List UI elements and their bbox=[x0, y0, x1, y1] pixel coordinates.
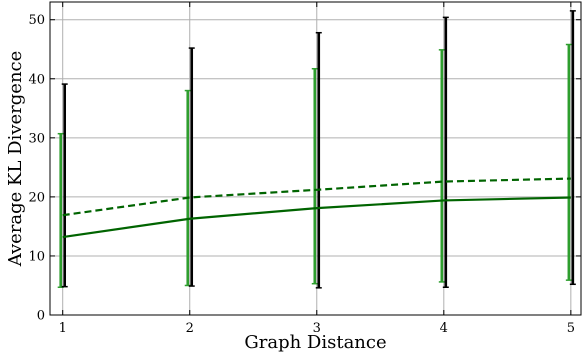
x-tick-label: 3 bbox=[313, 321, 321, 336]
y-tick-label: 40 bbox=[28, 72, 45, 87]
y-axis-title: Average KL Divergence bbox=[5, 51, 26, 268]
series-line-solid bbox=[62, 196, 571, 239]
x-tick-label: 2 bbox=[186, 321, 194, 336]
x-tick-label: 1 bbox=[59, 321, 67, 336]
y-tick-label: 30 bbox=[28, 131, 45, 146]
x-tick-label: 4 bbox=[440, 321, 448, 336]
tick-layer: 0 10 20 30 40 50 1 2 3 4 5 bbox=[28, 2, 581, 336]
errorbar-layer bbox=[57, 10, 576, 289]
series-line-dashed bbox=[62, 177, 571, 217]
y-tick-label: 20 bbox=[28, 190, 45, 205]
y-tick-label: 0 bbox=[37, 309, 45, 324]
y-tick-label: 50 bbox=[28, 13, 45, 28]
x-axis-title: Graph Distance bbox=[244, 332, 386, 353]
line-layer bbox=[62, 177, 571, 239]
y-tick-label: 10 bbox=[28, 249, 45, 264]
plot-frame bbox=[49, 1, 582, 316]
x-tick-label: 5 bbox=[567, 321, 575, 336]
